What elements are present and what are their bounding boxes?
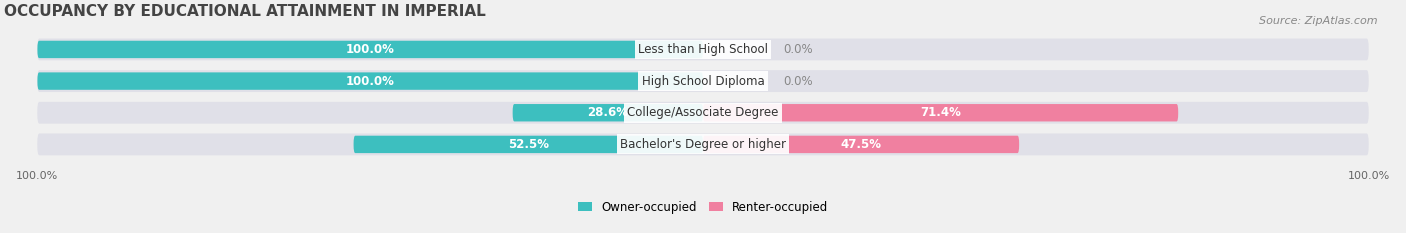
FancyBboxPatch shape bbox=[38, 72, 703, 90]
Legend: Owner-occupied, Renter-occupied: Owner-occupied, Renter-occupied bbox=[578, 201, 828, 214]
Text: 28.6%: 28.6% bbox=[588, 106, 628, 119]
Text: OCCUPANCY BY EDUCATIONAL ATTAINMENT IN IMPERIAL: OCCUPANCY BY EDUCATIONAL ATTAINMENT IN I… bbox=[4, 4, 486, 19]
Text: 71.4%: 71.4% bbox=[920, 106, 962, 119]
Text: High School Diploma: High School Diploma bbox=[641, 75, 765, 88]
Text: 100.0%: 100.0% bbox=[346, 75, 395, 88]
FancyBboxPatch shape bbox=[38, 41, 703, 58]
Text: 52.5%: 52.5% bbox=[508, 138, 548, 151]
Text: College/Associate Degree: College/Associate Degree bbox=[627, 106, 779, 119]
FancyBboxPatch shape bbox=[38, 70, 1368, 92]
FancyBboxPatch shape bbox=[38, 134, 1368, 155]
FancyBboxPatch shape bbox=[513, 104, 703, 121]
Text: 100.0%: 100.0% bbox=[346, 43, 395, 56]
Text: Less than High School: Less than High School bbox=[638, 43, 768, 56]
FancyBboxPatch shape bbox=[38, 102, 1368, 124]
FancyBboxPatch shape bbox=[703, 104, 1178, 121]
FancyBboxPatch shape bbox=[353, 136, 703, 153]
Text: Bachelor's Degree or higher: Bachelor's Degree or higher bbox=[620, 138, 786, 151]
Text: 0.0%: 0.0% bbox=[783, 43, 813, 56]
Text: 47.5%: 47.5% bbox=[841, 138, 882, 151]
FancyBboxPatch shape bbox=[703, 136, 1019, 153]
Text: Source: ZipAtlas.com: Source: ZipAtlas.com bbox=[1260, 16, 1378, 26]
Text: 0.0%: 0.0% bbox=[783, 75, 813, 88]
FancyBboxPatch shape bbox=[38, 38, 1368, 60]
